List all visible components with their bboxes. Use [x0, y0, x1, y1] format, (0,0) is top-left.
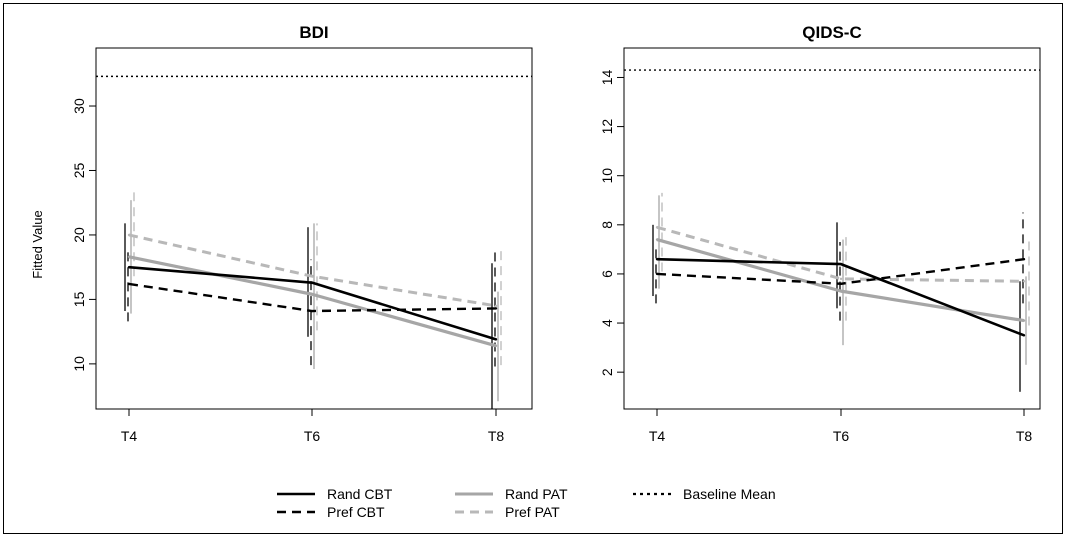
x-tick-label: T8 — [488, 428, 505, 444]
y-tick-label: 4 — [599, 319, 615, 327]
legend-label-rand-pat: Rand PAT — [505, 486, 568, 502]
data-point-rand-pat — [310, 293, 314, 296]
y-tick-label: 10 — [599, 168, 615, 184]
x-tick-label: T8 — [1016, 428, 1033, 444]
chart-title: QIDS-C — [802, 23, 862, 42]
data-point-pref-pat — [1022, 280, 1026, 283]
plot-area — [623, 47, 1041, 410]
data-point-pref-pat — [655, 226, 659, 229]
legend-label-baseline-mean: Baseline Mean — [683, 486, 776, 502]
data-point-pref-pat — [310, 275, 314, 278]
x-tick-label: T4 — [121, 428, 138, 444]
x-tick-label: T4 — [649, 428, 666, 444]
data-point-pref-pat — [494, 304, 498, 308]
y-tick-label: 30 — [71, 98, 87, 114]
data-point-pref-cbt — [1022, 257, 1026, 261]
data-point-rand-cbt — [494, 338, 498, 341]
data-point-pref-pat — [127, 233, 131, 237]
y-tick-label: 8 — [599, 221, 615, 229]
y-tick-label: 6 — [599, 270, 615, 278]
data-point-pref-cbt — [494, 307, 498, 310]
series-line-rand-cbt — [128, 265, 497, 341]
y-tick-label: 14 — [599, 69, 615, 85]
data-point-pref-cbt — [127, 282, 131, 286]
series-line-rand-pat — [128, 255, 497, 348]
data-point-pref-cbt — [310, 309, 314, 313]
plot-area — [95, 47, 533, 410]
data-point-pref-pat — [839, 277, 843, 281]
x-tick-label: T6 — [304, 428, 321, 444]
data-point-pref-cbt — [655, 272, 659, 276]
panel-bdi: BDI 10 15 20 25 30 T4 T6 T8 Fitted Value — [30, 23, 533, 444]
legend-label-pref-cbt: Pref CBT — [327, 504, 385, 520]
data-point-rand-cbt — [310, 281, 314, 284]
data-point-rand-pat — [839, 289, 843, 293]
chart-title: BDI — [299, 23, 328, 42]
y-tick-label: 15 — [71, 291, 87, 307]
y-axis-label: Fitted Value — [30, 210, 45, 278]
data-point-rand-pat — [655, 238, 659, 241]
data-point-rand-cbt — [127, 265, 131, 269]
legend-label-pref-pat: Pref PAT — [505, 504, 560, 520]
y-tick-label: 20 — [71, 227, 87, 243]
legend-label-rand-cbt: Rand CBT — [327, 486, 393, 502]
data-point-rand-pat — [1022, 319, 1026, 322]
y-tick-label: 10 — [71, 356, 87, 372]
legend: Rand CBT Pref CBT Rand PAT Pref PAT Baseline… — [277, 486, 776, 520]
data-point-pref-cbt — [839, 282, 843, 285]
panel-qids-c: QIDS-C 2 4 6 8 10 12 14 T4 T6 T8 — [599, 23, 1041, 444]
y-tick-label: 2 — [599, 368, 615, 376]
data-point-rand-pat — [494, 344, 498, 348]
y-tick-label: 25 — [71, 162, 87, 178]
x-tick-label: T6 — [833, 428, 850, 444]
data-point-rand-cbt — [839, 262, 843, 266]
data-point-rand-cbt — [1022, 334, 1026, 337]
data-point-rand-cbt — [655, 257, 659, 261]
y-tick-label: 12 — [599, 119, 615, 135]
figure-border — [3, 3, 1063, 534]
series-line-pref-pat — [656, 225, 1025, 283]
data-point-rand-pat — [127, 255, 131, 259]
